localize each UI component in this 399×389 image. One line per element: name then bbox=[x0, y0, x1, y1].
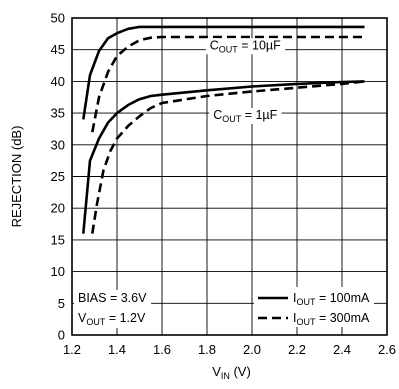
x-tick-label: 2.0 bbox=[243, 342, 261, 357]
y-tick-label: 40 bbox=[51, 74, 65, 89]
x-tick-label: 1.2 bbox=[63, 342, 81, 357]
series-lines bbox=[82, 25, 365, 234]
x-axis-title: VIN (V) bbox=[212, 364, 251, 381]
bias-annotation-bg bbox=[74, 290, 152, 328]
y-tick-label: 15 bbox=[51, 232, 65, 247]
y-axis-title: REJECTION (dB) bbox=[9, 126, 24, 228]
cout-1-annotation-bg bbox=[209, 108, 282, 125]
series-line-3 bbox=[91, 80, 365, 234]
x-axis-title-sub: IN bbox=[221, 371, 230, 381]
cout-1-sub: OUT bbox=[222, 114, 242, 124]
bias-annotation-line1: BIAS = 3.6V bbox=[78, 291, 147, 305]
y-tick-label: 50 bbox=[51, 11, 65, 26]
cout-1-post: = 1µF bbox=[241, 108, 277, 122]
legend-label-sub: OUT bbox=[296, 297, 316, 307]
y-tick-labels: 0 5 10 15 20 25 30 35 40 45 50 bbox=[51, 11, 65, 343]
grid bbox=[72, 18, 387, 335]
x-tick-label: 2.4 bbox=[333, 342, 351, 357]
legend-label-post: = 300mA bbox=[315, 311, 370, 325]
legend-bg bbox=[254, 287, 374, 327]
legend-label-1: IOUT = 300mA bbox=[293, 311, 370, 327]
cout-1-pre: C bbox=[213, 108, 222, 122]
x-tick-label: 1.4 bbox=[108, 342, 126, 357]
plot-frame bbox=[71, 17, 388, 336]
bias-annotation-line2: VOUT = 1.2V bbox=[78, 311, 146, 327]
legend-label-pre: I bbox=[293, 311, 296, 325]
x-tick-label: 1.6 bbox=[153, 342, 171, 357]
series-line-2 bbox=[82, 80, 365, 234]
cout-10-sub: OUT bbox=[219, 44, 239, 54]
legend-label-0: IOUT = 100mA bbox=[293, 291, 370, 307]
cout-1-annotation: COUT = 1µF bbox=[213, 108, 277, 124]
legend-label-sub: OUT bbox=[296, 317, 316, 327]
x-tick-label: 2.2 bbox=[288, 342, 306, 357]
x-tick-labels: 1.2 1.4 1.6 1.8 2.0 2.2 2.4 2.6 bbox=[63, 342, 396, 357]
y-tick-label: 45 bbox=[51, 42, 65, 57]
y-tick-label: 30 bbox=[51, 137, 65, 152]
cout-10-annotation: COUT = 10µF bbox=[210, 38, 281, 54]
series-line-0 bbox=[82, 25, 365, 120]
bias-line2-post: = 1.2V bbox=[105, 311, 146, 325]
cout-10-annotation-bg bbox=[205, 38, 286, 55]
series-line-1 bbox=[91, 35, 365, 133]
x-axis-title-unit: (V) bbox=[230, 364, 251, 379]
x-tick-label: 1.8 bbox=[198, 342, 216, 357]
legend-label-post: = 100mA bbox=[315, 291, 370, 305]
legend-label-pre: I bbox=[293, 291, 296, 305]
bias-line2-sub: OUT bbox=[86, 317, 106, 327]
y-tick-label: 5 bbox=[58, 296, 65, 311]
y-tick-label: 25 bbox=[51, 169, 65, 184]
cout-10-pre: C bbox=[210, 38, 219, 52]
x-tick-label: 2.6 bbox=[378, 342, 396, 357]
y-tick-label: 35 bbox=[51, 106, 65, 121]
y-tick-label: 10 bbox=[51, 264, 65, 279]
x-axis-title-main: V bbox=[212, 364, 221, 379]
bias-line2-pre: V bbox=[78, 311, 87, 325]
y-tick-label: 20 bbox=[51, 201, 65, 216]
y-tick-label: 0 bbox=[58, 328, 65, 343]
cout-10-post: = 10µF bbox=[238, 38, 281, 52]
